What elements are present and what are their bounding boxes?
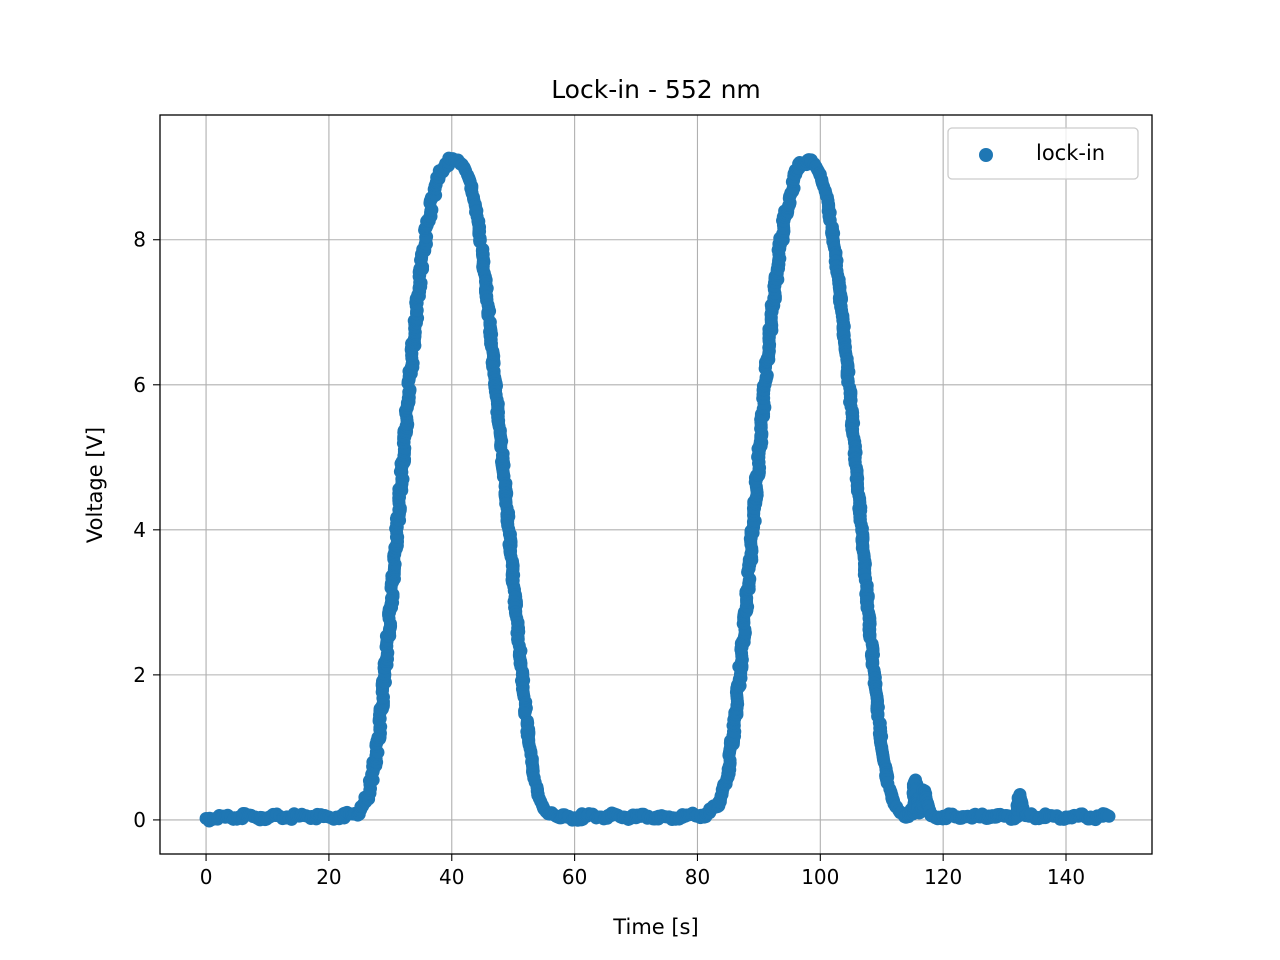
x-tick-label: 80 [685,865,710,889]
y-tick-label: 0 [133,808,146,832]
plot-frame [159,114,1153,855]
x-tick-label: 60 [562,865,587,889]
x-axis-label: Time [s] [612,915,698,939]
chart-title: Lock-in - 552 nm [551,75,761,104]
x-tick-label: 20 [316,865,341,889]
legend-box [947,127,1139,180]
x-tick-label: 40 [439,865,464,889]
y-axis-label: Voltage [V] [83,427,107,543]
y-tick-label: 6 [133,373,146,397]
axis-ticks: 0 20 40 60 80 100 120 140 0 2 4 6 8 [133,228,1085,889]
legend-label: lock-in [1036,141,1105,165]
x-tick-label: 120 [924,865,962,889]
x-tick-label: 100 [801,865,839,889]
legend: lock-in [947,127,1139,180]
data-point [1102,809,1116,823]
y-tick-label: 8 [133,228,146,252]
y-tick-label: 2 [133,663,146,687]
y-tick-label: 4 [133,518,146,542]
x-tick-label: 0 [200,865,213,889]
x-tick-label: 140 [1047,865,1085,889]
data-points [199,151,1116,828]
legend-marker [979,148,993,162]
